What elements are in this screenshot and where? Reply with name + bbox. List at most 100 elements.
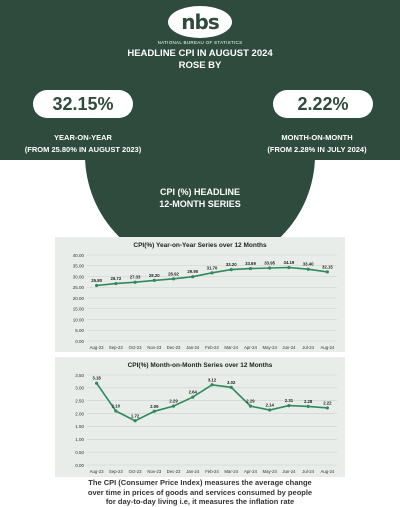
data-label: 33.95	[264, 261, 275, 266]
data-label: 32.15	[322, 264, 333, 269]
data-point	[191, 275, 195, 279]
y-tick-label: 0.00	[75, 463, 84, 468]
headline-subtitle: ROSE BY	[178, 60, 222, 71]
header-circle	[85, 40, 315, 270]
data-label: 31.70	[207, 265, 218, 270]
data-label: 27.33	[130, 275, 141, 280]
mom-value-badge: 2.22%	[273, 90, 373, 118]
data-point	[210, 271, 214, 275]
y-tick-label: 1.00	[75, 437, 84, 442]
data-point	[287, 404, 291, 408]
data-point	[325, 406, 329, 410]
x-tick-label: Jul-24	[302, 345, 314, 350]
x-tick-label: Jun-24	[282, 469, 296, 474]
y-tick-label: 35.00	[73, 264, 85, 269]
data-point	[152, 278, 156, 282]
mom-label: MONTH-ON-MONTH	[281, 133, 353, 142]
x-tick-label: Oct-23	[129, 345, 143, 350]
x-tick-label: Aug-24	[320, 345, 334, 350]
yoy-chart: CPI(%) Year-on-Year Series over 12 Month…	[73, 242, 337, 350]
yoy-value-badge: 32.15%	[33, 90, 133, 118]
data-label: 1.72	[131, 413, 140, 418]
data-label: 28.20	[149, 273, 160, 278]
data-label: 25.80	[91, 278, 102, 283]
data-label: 2.09	[150, 404, 159, 409]
chart-title: CPI(%) Year-on-Year Series over 12 Month…	[133, 242, 267, 249]
x-tick-label: Mar-24	[224, 345, 238, 350]
y-tick-label: 3.00	[75, 386, 84, 391]
data-point	[152, 409, 156, 413]
y-tick-label: 10.00	[73, 317, 85, 322]
data-label: 3.18	[92, 376, 101, 381]
x-tick-label: Jan-24	[186, 345, 200, 350]
yoy-label: YEAR-ON-YEAR	[54, 133, 112, 142]
data-point	[268, 266, 272, 270]
footer-line-2: over time in prices of goods and service…	[87, 487, 313, 497]
y-tick-label: 25.00	[73, 285, 85, 290]
mom-chart-panel: CPI(%) Month-on-Month Series over 12 Mon…	[55, 357, 345, 477]
y-tick-label: 40.00	[73, 253, 85, 258]
data-point	[133, 419, 137, 423]
data-point	[171, 404, 176, 408]
data-label: 3.12	[208, 377, 217, 382]
y-tick-label: 20.00	[73, 296, 85, 301]
data-label: 29.90	[187, 269, 198, 274]
data-point	[114, 409, 118, 413]
mom-chart: CPI(%) Month-on-Month Series over 12 Mon…	[75, 362, 337, 474]
data-point	[287, 265, 291, 270]
x-tick-label: Dec-23	[167, 469, 181, 474]
data-point	[229, 268, 233, 272]
y-tick-label: 3.50	[75, 373, 84, 378]
data-point	[95, 381, 99, 385]
y-tick-label: 30.00	[73, 274, 85, 279]
chart-title: CPI(%) Month-on-Month Series over 12 Mon…	[128, 362, 273, 369]
y-tick-label: 1.50	[75, 424, 84, 429]
y-tick-label: 0.50	[75, 450, 84, 455]
data-label: 2.28	[304, 399, 313, 404]
x-tick-label: Apr-24	[244, 345, 258, 350]
data-point	[248, 404, 253, 408]
yoy-chart-panel: CPI(%) Year-on-Year Series over 12 Month…	[55, 237, 345, 352]
y-tick-label: 2.00	[75, 411, 84, 416]
data-label: 3.02	[227, 380, 236, 385]
x-tick-label: May-24	[263, 345, 278, 350]
x-tick-label: Dec-23	[167, 345, 181, 350]
data-point	[210, 383, 214, 387]
x-tick-label: Jul-24	[302, 469, 314, 474]
x-tick-label: Sep-23	[109, 469, 123, 474]
data-point	[229, 385, 233, 389]
data-point	[95, 283, 99, 288]
footer-line-3: for day-to-day living i.e, it measures t…	[105, 497, 295, 506]
x-tick-label: Feb-24	[205, 345, 219, 350]
x-tick-label: Mar-24	[224, 469, 238, 474]
x-tick-label: May-24	[263, 469, 278, 474]
mom-sub: (FROM 2.28% IN JULY 2024)	[267, 145, 367, 154]
x-tick-label: Nov-23	[147, 345, 161, 350]
x-tick-label: Apr-24	[244, 469, 258, 474]
data-label: 33.20	[226, 262, 237, 267]
data-point	[306, 404, 310, 408]
data-label: 2.64	[189, 390, 198, 395]
data-label: 2.29	[246, 399, 255, 404]
x-tick-label: Jan-24	[186, 469, 200, 474]
data-label: 28.92	[168, 271, 179, 276]
nbs-logo: nbs	[168, 6, 232, 38]
data-point	[171, 277, 176, 281]
x-tick-label: Jun-24	[282, 345, 296, 350]
data-label: 34.19	[284, 260, 295, 265]
data-label: 33.40	[303, 262, 314, 267]
data-label: 2.31	[285, 398, 294, 403]
data-label: 2.10	[112, 404, 121, 409]
y-tick-label: 15.00	[73, 307, 85, 312]
y-tick-label: 0.00	[75, 339, 84, 344]
yoy-sub: (FROM 25.80% IN AUGUST 2023)	[24, 145, 142, 154]
series-title: CPI (%) HEADLINE	[159, 187, 240, 197]
data-point	[133, 280, 137, 284]
y-tick-label: 2.50	[75, 399, 84, 404]
x-tick-label: Nov-23	[147, 469, 161, 474]
x-tick-label: Aug-24	[320, 469, 334, 474]
data-point	[325, 270, 329, 274]
data-point	[114, 281, 118, 286]
data-label: 2.29	[169, 399, 178, 404]
data-label: 33.69	[245, 261, 256, 266]
